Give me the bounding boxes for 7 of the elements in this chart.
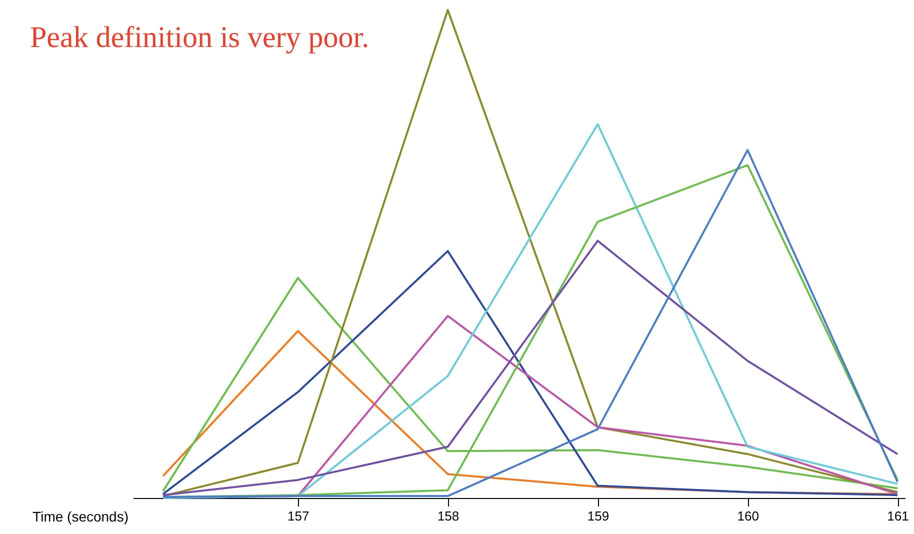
x-tick-label: 158 <box>437 508 460 524</box>
x-tick-label: 159 <box>587 508 610 524</box>
x-axis-title: Time (seconds) <box>32 508 128 524</box>
x-tick-label: 157 <box>288 508 310 524</box>
chart-title: Peak definition is very poor. <box>30 21 370 54</box>
x-tick-label: 160 <box>737 508 759 524</box>
x-tick-label: 161 <box>887 508 909 524</box>
